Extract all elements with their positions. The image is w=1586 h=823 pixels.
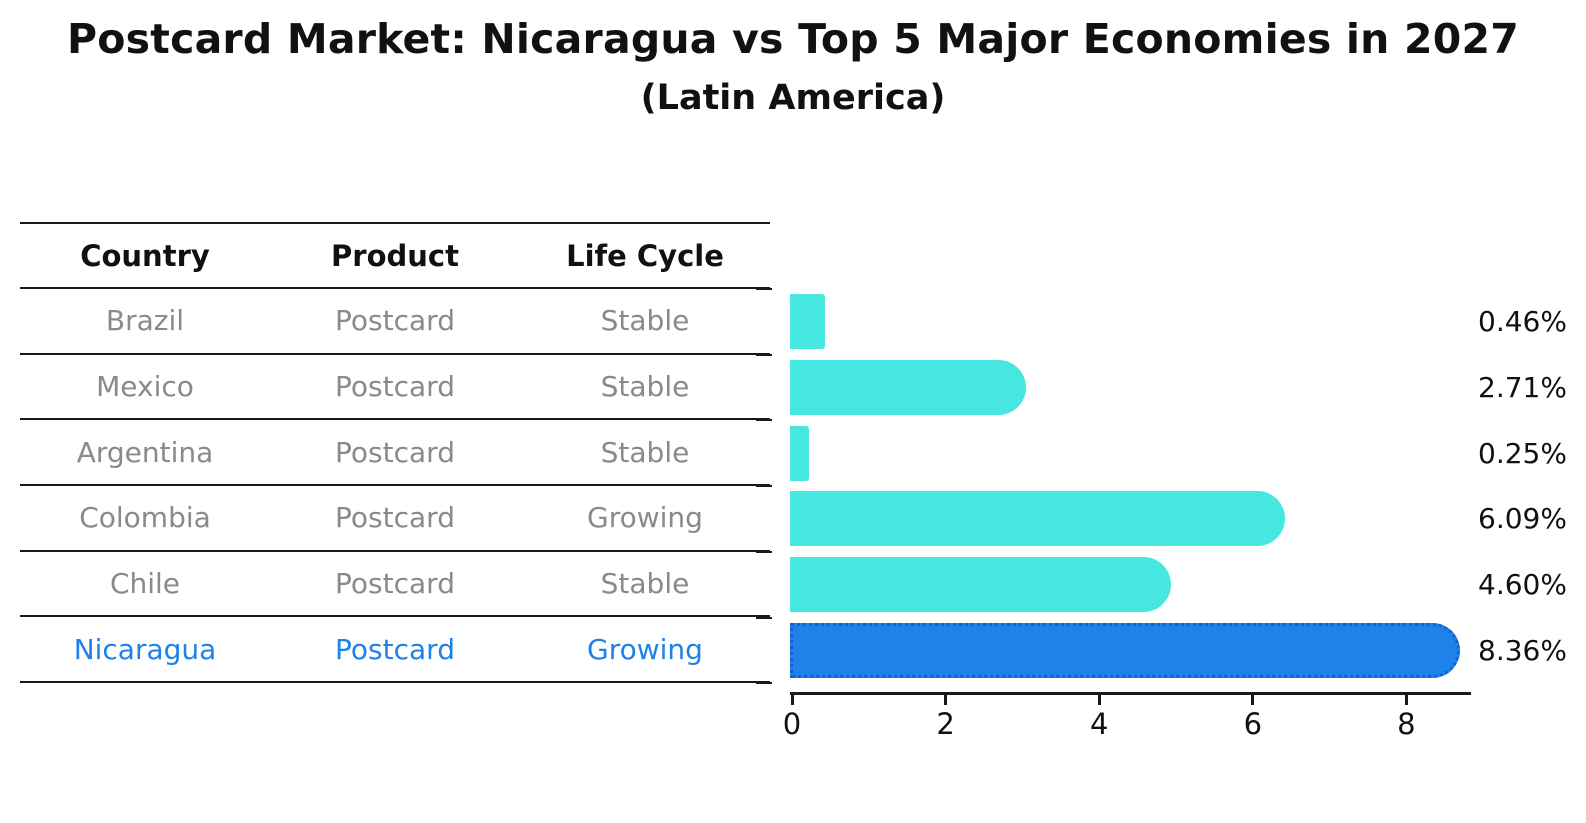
bar-value-label: 0.46%	[1478, 305, 1567, 339]
y-tick	[756, 353, 772, 356]
table-cell-life-cycle: Stable	[600, 370, 690, 404]
table-row-argentina: Argentina Postcard Stable	[20, 420, 770, 487]
y-tick	[756, 616, 772, 619]
y-tick	[756, 550, 772, 553]
chart-title: Postcard Market: Nicaragua vs Top 5 Majo…	[67, 15, 1519, 63]
bar-value-label: 2.71%	[1478, 371, 1567, 405]
table-cell-product: Postcard	[335, 567, 455, 601]
bar-value-label: 4.60%	[1478, 568, 1567, 602]
x-tick-label: 2	[936, 707, 955, 741]
chart-subtitle: (Latin America)	[640, 78, 946, 118]
table-cell-product: Postcard	[335, 435, 455, 469]
table-header-country: Country	[80, 238, 210, 273]
bar-value-label: 6.09%	[1478, 502, 1567, 536]
bar-colombia	[790, 491, 1286, 547]
table-cell-life-cycle: Stable	[600, 567, 690, 601]
table-cell-product: Postcard	[335, 370, 455, 404]
x-tick-label: 4	[1089, 707, 1109, 741]
table-cell-life-cycle: Growing	[587, 501, 703, 535]
x-tick	[1404, 695, 1408, 705]
table-cell-life-cycle: Stable	[600, 304, 690, 338]
table-header-row: Country Product Life Cycle	[20, 222, 770, 289]
x-axis-line	[790, 692, 1471, 695]
bar-value-label: 0.25%	[1478, 436, 1567, 470]
y-tick	[756, 419, 772, 422]
table-row-mexico: Mexico Postcard Stable	[20, 355, 770, 421]
table-body: Brazil Postcard Stable Mexico Postcard Stable…	[20, 289, 770, 684]
table-cell-product: Postcard	[335, 501, 455, 535]
table-cell-product: Postcard	[335, 304, 455, 338]
x-tick-label: 0	[782, 707, 802, 741]
table-cell-country: Chile	[109, 567, 181, 601]
table-cell-country: Colombia	[79, 501, 211, 535]
table-row-colombia: Colombia Postcard Growing	[20, 486, 770, 552]
x-tick	[944, 695, 948, 705]
table-cell-country: Argentina	[76, 435, 214, 469]
table-cell-life-cycle: Growing	[587, 632, 703, 666]
bar-brazil	[790, 294, 826, 350]
table-row-nicaragua: Nicaragua Postcard Growing	[20, 617, 770, 684]
bar-value-label: 8.36%	[1478, 633, 1567, 667]
country-table: Country Product Life Cycle Brazil Postcar…	[20, 222, 770, 684]
table-cell-life-cycle: Stable	[600, 435, 690, 469]
table-header-life-cycle: Life Cycle	[566, 238, 724, 273]
table-row-brazil: Brazil Postcard Stable	[20, 289, 770, 355]
x-tick	[1251, 695, 1255, 705]
table-cell-country: Nicaragua	[73, 632, 217, 666]
x-tick	[790, 695, 794, 705]
bar-chile	[790, 557, 1171, 613]
bar-argentina	[790, 425, 810, 481]
table-row-chile: Chile Postcard Stable	[20, 552, 770, 618]
table-cell-country: Mexico	[96, 370, 194, 404]
y-tick	[756, 682, 772, 685]
x-tick	[1097, 695, 1101, 705]
y-tick	[756, 485, 772, 488]
bar-mexico	[790, 360, 1026, 416]
table-header-product: Product	[331, 238, 459, 273]
x-tick-label: 8	[1397, 707, 1416, 741]
table-cell-country: Brazil	[105, 304, 185, 338]
x-tick-label: 6	[1243, 707, 1263, 741]
table-cell-product: Postcard	[335, 632, 455, 666]
y-tick	[756, 288, 772, 290]
bar-nicaragua	[790, 622, 1460, 678]
